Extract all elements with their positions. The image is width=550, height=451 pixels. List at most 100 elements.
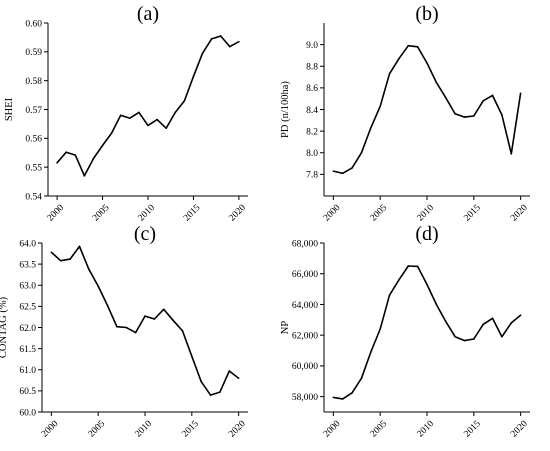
chart-c-data-point [97, 285, 99, 287]
chart-b-data-point [398, 57, 400, 60]
chart-c-data-point [116, 325, 118, 328]
chart-b-data-point [416, 45, 419, 48]
chart-a-panel: (a) 0.54 0.55 0.56 0.57 0.58 0.59 0.60 2000 2005 2… [4, 3, 248, 224]
chart-d-y-axis-label: NP [280, 321, 291, 335]
chart-b-data-point [454, 113, 456, 115]
chart-d-data-point [351, 391, 353, 394]
chart-a-data-point [74, 154, 77, 156]
chart-a-y-tick-label: 0.55 [25, 163, 42, 173]
chart-b-data-point [332, 170, 335, 172]
chart-d-y-tick-label: 62,000 [292, 331, 318, 341]
chart-c-data-point [106, 304, 109, 307]
chart-a-y-tick-label: 0.59 [25, 48, 42, 58]
chart-b-y-tick-label: 9.0 [306, 41, 318, 51]
chart-c-y-tick-label: 61.5 [19, 345, 36, 355]
chart-a-data-point [138, 111, 140, 114]
chart-d-data-point [332, 396, 335, 399]
chart-c-y-tick-label: 61.0 [19, 366, 36, 376]
chart-b-x-tick-label: 2010 [416, 203, 437, 224]
chart-c-panel: (c) 60.0 60.5 61.0 61.5 62.0 62.5 63.0 63.5 64.0 2… [0, 223, 248, 440]
chart-b-y-tick-label: 8.8 [306, 63, 318, 73]
chart-c-data-point [228, 370, 231, 372]
chart-c-data-point [88, 268, 90, 270]
chart-a-series-line [56, 35, 240, 177]
chart-b-y-tick-label: 8.0 [306, 149, 318, 159]
chart-c-data-point [125, 326, 128, 329]
chart-c-x-tick-label: 2005 [87, 419, 108, 440]
chart-c-x-tick-label: 2000 [40, 419, 61, 440]
chart-c-y-tick-label: 63.0 [19, 282, 36, 292]
chart-b-y-tick-label: 8.2 [306, 127, 318, 137]
chart-d-data-point [379, 328, 381, 330]
chart-d-y-tick-label: 60,000 [292, 362, 318, 372]
chart-b-data-point [482, 100, 484, 102]
chart-a-data-point [156, 118, 158, 121]
chart-a-y-tick-label: 0.56 [25, 135, 42, 145]
chart-d-x-tick-label: 2000 [322, 419, 343, 440]
chart-c-y-tick-label: 64.0 [19, 239, 36, 249]
chart-b-data-point [341, 172, 344, 175]
chart-a-data-point [174, 111, 177, 114]
chart-b-y-tick-label: 8.6 [306, 84, 318, 94]
chart-d-data-point [407, 265, 410, 267]
chart-d-data-point [426, 283, 428, 286]
chart-b-y-axis-label: PD (n/100ha) [280, 81, 291, 138]
chart-a-data-point [110, 132, 113, 134]
chart-a-data-point [83, 175, 86, 177]
chart-a-data-point [129, 117, 131, 119]
chart-a-data-point [165, 127, 167, 130]
chart-d-y-tick-label: 66,000 [292, 270, 318, 280]
chart-a-y-axis-label: SHEI [4, 97, 15, 121]
chart-a-x-tick-label: 2005 [91, 203, 112, 224]
chart-c-data-point [69, 258, 71, 260]
chart-a-data-point [92, 157, 95, 160]
chart-a-y-tick-label: 0.54 [25, 192, 42, 202]
chart-b-data-point [510, 153, 513, 155]
chart-a-x-tick-label: 2000 [46, 203, 67, 224]
chart-b-data-point [435, 81, 438, 84]
chart-a-y-tick-label: 0.58 [25, 77, 42, 87]
chart-d-x-tick-label: 2005 [369, 419, 390, 440]
chart-a-x-tick-label: 2015 [182, 203, 203, 224]
chart-a-x-tick-label: 2010 [137, 203, 158, 224]
chart-c-data-point [219, 391, 221, 393]
chart-d-y-tick-label: 64,000 [292, 301, 318, 311]
chart-d-y-tick-label: 58,000 [292, 393, 318, 403]
chart-a-data-point [210, 38, 213, 40]
chart-a-data-point [56, 162, 58, 164]
chart-a-data-point [219, 35, 222, 37]
chart-c-data-point [162, 308, 165, 311]
chart-a-data-point [101, 144, 104, 147]
chart-a-data-point [238, 40, 240, 43]
chart-c-x-tick-label: 2020 [227, 419, 248, 440]
chart-d-data-point [510, 322, 513, 324]
chart-c-x-tick-label: 2010 [134, 419, 155, 440]
chart-d-y-tick-label: 68,000 [292, 239, 318, 249]
chart-a-data-point [183, 100, 186, 102]
chart-b-data-point [370, 127, 372, 129]
chart-c-data-point [191, 355, 193, 358]
chart-b-data-point [473, 115, 475, 117]
chart-a-data-point [229, 45, 231, 48]
chart-a-x-tick-label: 2020 [227, 203, 248, 224]
chart-d-data-point [398, 279, 400, 281]
chart-b-panel: (b) 7.8 8.0 8.2 8.4 8.6 8.8 9.0 2000 2005 2010 2015… [280, 3, 530, 224]
chart-c-y-tick-label: 62.0 [19, 324, 36, 334]
chart-b-data-point [463, 116, 466, 118]
chart-c-data-point [172, 319, 174, 322]
chart-c-series-line [50, 245, 240, 396]
chart-b-data-point [379, 105, 381, 108]
chart-c-data-point [134, 331, 137, 334]
chart-b-x-tick-label: 2005 [369, 203, 390, 224]
chart-c-y-tick-label: 60.0 [19, 408, 36, 418]
chart-c-data-point [181, 330, 184, 332]
chart-c-data-point [153, 318, 156, 320]
chart-b-x-tick-label: 2015 [462, 203, 483, 224]
chart-c-data-point [50, 251, 53, 254]
chart-b-data-point [360, 151, 363, 154]
chart-c-data-point [144, 315, 146, 317]
chart-a-title: (a) [137, 3, 159, 25]
chart-c-data-point [200, 380, 202, 383]
chart-c-y-tick-label: 63.5 [19, 260, 36, 270]
